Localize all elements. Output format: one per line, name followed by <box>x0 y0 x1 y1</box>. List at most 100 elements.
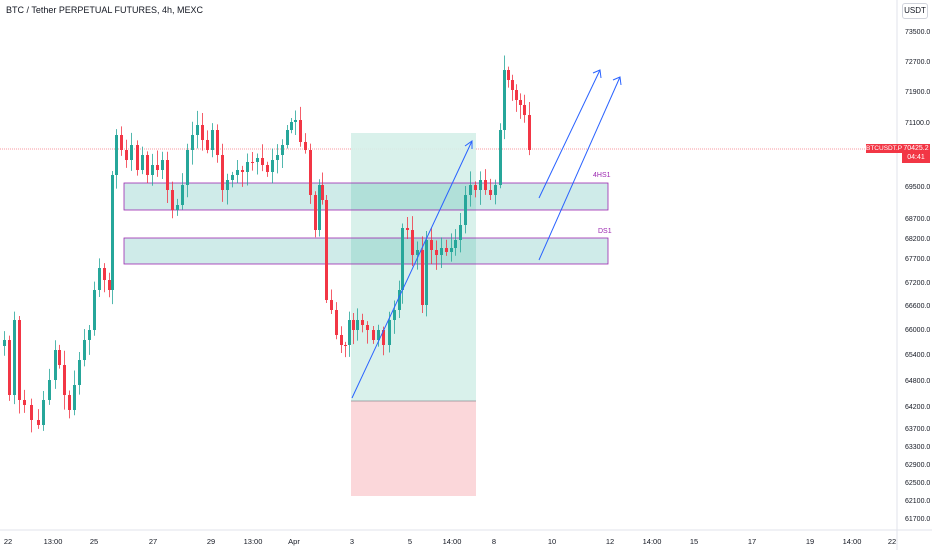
candle-body <box>156 165 159 170</box>
candle-body <box>523 105 526 115</box>
candle-body <box>474 185 477 190</box>
trend-arrow-3-head <box>612 76 622 86</box>
candle-body <box>318 185 321 230</box>
candle-body <box>421 250 424 305</box>
candle-body <box>63 365 66 395</box>
candle-body <box>406 228 409 230</box>
price-axis-label: 62500.0 <box>905 480 930 487</box>
candle-body <box>435 250 438 255</box>
candle-body <box>221 155 224 190</box>
time-axis-label: Apr <box>288 537 300 546</box>
time-axis-label: 14:00 <box>843 537 862 546</box>
trend-arrow-2-head <box>592 69 602 79</box>
zone-4hs1[interactable] <box>123 182 609 211</box>
candle-body <box>361 320 364 325</box>
candle-body <box>425 240 428 305</box>
candle-body <box>146 155 149 175</box>
candle-body <box>494 185 497 195</box>
candle-body <box>321 185 324 200</box>
candle-body <box>335 310 338 335</box>
candle-body <box>216 130 219 155</box>
time-axis[interactable]: 22 13:00 25 27 29 13:00 Apr 3 5 14:00 8 10 12 14:00 15… <box>4 537 896 546</box>
candle-body <box>511 80 514 90</box>
countdown-timer: 04:41 <box>907 154 925 161</box>
candle-body <box>464 195 467 225</box>
chart-title: BTC / Tether PERPETUAL FUTURES, 4h, MEXC <box>6 5 204 15</box>
candle-body <box>503 70 506 130</box>
candle-body <box>290 122 293 130</box>
candle-body <box>528 115 531 150</box>
candle-body <box>281 145 284 155</box>
candle-body <box>13 320 16 395</box>
candle-body <box>286 130 289 145</box>
price-axis-label: 68700.0 <box>905 216 930 223</box>
price-axis-label: 63300.0 <box>905 444 930 451</box>
price-axis-label: 67200.0 <box>905 280 930 287</box>
candle-body <box>479 180 482 190</box>
time-axis-label: 5 <box>408 537 412 546</box>
candle-body <box>42 400 45 425</box>
candle-body <box>151 165 154 175</box>
time-axis-label: 10 <box>548 537 556 546</box>
symbol-price-tag: BTCUSDT.P <box>866 144 903 153</box>
candle-body <box>111 175 114 290</box>
candle-body <box>330 300 333 310</box>
candle-body <box>136 145 139 170</box>
candle-body <box>469 185 472 195</box>
candle-body <box>236 170 239 175</box>
trend-arrow-2[interactable] <box>538 69 601 199</box>
candle-body <box>382 330 385 345</box>
candle-body <box>88 330 91 340</box>
price-axis-label: 64200.0 <box>905 404 930 411</box>
trend-arrow-1[interactable] <box>351 140 473 399</box>
price-axis-label: 71100.0 <box>905 120 930 127</box>
candle-body <box>231 175 234 180</box>
candle-body <box>3 340 6 346</box>
candles-group <box>3 55 531 433</box>
time-axis-label: 29 <box>207 537 215 546</box>
price-axis-label: 62900.0 <box>905 462 930 469</box>
candle-body <box>507 70 510 80</box>
position-loss-zone[interactable] <box>351 401 476 496</box>
candle-body <box>519 100 522 105</box>
zone-label-4hs1: 4HS1 <box>593 172 611 179</box>
time-axis-label: 12 <box>606 537 614 546</box>
candle-body <box>450 248 453 252</box>
candle-body <box>171 190 174 210</box>
candle-body <box>161 160 164 170</box>
time-axis-label: 15 <box>690 537 698 546</box>
price-axis-label: 68200.0 <box>905 236 930 243</box>
candle-body <box>246 162 249 172</box>
candle-body <box>23 400 26 405</box>
candle-body <box>115 135 118 175</box>
price-axis-label: 66000.0 <box>905 327 930 334</box>
time-axis-label: 14:00 <box>643 537 662 546</box>
candle-body <box>83 340 86 360</box>
candle-body <box>352 320 355 330</box>
price-axis[interactable]: 73500.0 72700.0 71900.0 71100.0 69500.0 68700… <box>905 29 930 523</box>
time-axis-label: 27 <box>149 537 157 546</box>
trend-arrow-3[interactable] <box>538 76 621 261</box>
candle-body <box>37 420 40 425</box>
candle-body <box>377 330 380 340</box>
candle-body <box>304 142 307 150</box>
zone-ds1[interactable] <box>123 237 609 265</box>
candle-body <box>125 150 128 160</box>
current-price-value: 70425.2 <box>903 145 929 152</box>
price-axis-label: 65400.0 <box>905 352 930 359</box>
time-axis-label: 22 <box>888 537 896 546</box>
candle-body <box>356 320 359 330</box>
candle-body <box>309 150 312 195</box>
time-axis-label: 22 <box>4 537 12 546</box>
candle-body <box>489 190 492 195</box>
current-price-label: 70425.2 04:41 <box>902 144 930 163</box>
candle-body <box>98 268 101 290</box>
trend-arrow-1-head <box>464 140 473 149</box>
price-axis-label: 61700.0 <box>905 516 930 523</box>
candle-body <box>201 125 204 140</box>
currency-button[interactable]: USDT <box>902 3 928 19</box>
candle-body <box>454 240 457 248</box>
time-axis-label: 14:00 <box>443 537 462 546</box>
